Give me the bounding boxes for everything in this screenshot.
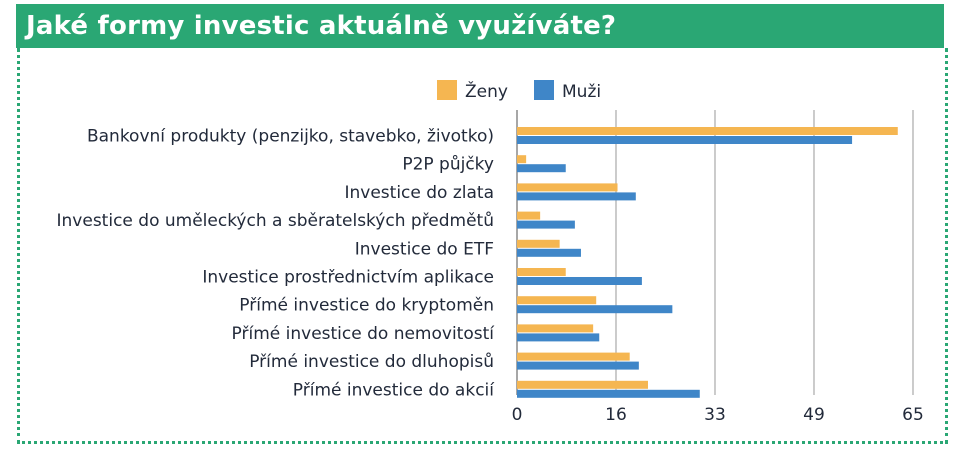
chart-header: Jaké formy investic aktuálně využíváte? [16, 4, 944, 48]
bar-zeny [517, 268, 566, 276]
legend-label: Ženy [465, 80, 508, 102]
x-tick-label: 0 [512, 405, 523, 425]
bar-muzi [517, 389, 700, 398]
bar-zeny [517, 127, 898, 135]
bar-muzi [517, 305, 673, 314]
bar-zeny [517, 211, 541, 220]
category-label: Přímé investice do akcií [293, 380, 495, 400]
category-label: Investice do uměleckých a sběratelských … [57, 211, 494, 231]
x-tick-label: 16 [605, 405, 627, 425]
legend-swatch [437, 80, 457, 100]
bar-muzi [517, 192, 636, 201]
bar-muzi [517, 277, 642, 285]
x-tick-label: 33 [704, 405, 726, 425]
bar-muzi [517, 220, 575, 229]
bar-muzi [517, 164, 566, 173]
category-label: Přímé investice do kryptoměn [239, 296, 494, 316]
category-label: Investice do ETF [355, 239, 494, 259]
bar-zeny [517, 296, 597, 305]
x-axis-ticks: 0 16 33 49 65 [512, 405, 924, 425]
category-label: Investice do zlata [344, 183, 494, 203]
chart-title: Jaké formy investic aktuálně využíváte? [26, 11, 617, 41]
bar-muzi [517, 361, 639, 370]
category-label: Přímé investice do dluhopisů [249, 352, 494, 372]
category-label: Přímé investice do nemovitostí [232, 324, 496, 344]
category-label: Investice prostřednictvím aplikace [202, 268, 494, 288]
legend: Ženy Muži [437, 80, 601, 102]
gridlines [516, 110, 914, 395]
bar-zeny [517, 380, 648, 389]
legend-swatch [534, 80, 554, 100]
bar-muzi [517, 333, 600, 342]
bar-muzi [517, 136, 853, 144]
x-tick-label: 49 [803, 405, 825, 425]
category-label: Bankovní produkty (penzijko, stavebko, ž… [87, 127, 494, 147]
bar-zeny [517, 324, 594, 333]
bar-zeny [517, 183, 618, 192]
category-labels: Bankovní produkty (penzijko, stavebko, ž… [57, 127, 496, 401]
category-label: P2P půjčky [402, 155, 494, 175]
x-tick-label: 65 [902, 405, 924, 425]
chart-frame [17, 48, 948, 444]
bar-zeny [517, 352, 630, 361]
bar-muzi [517, 248, 581, 257]
bar-zeny [517, 239, 560, 248]
legend-label: Muži [562, 82, 601, 102]
bar-zeny [517, 155, 527, 164]
bars [517, 127, 898, 398]
